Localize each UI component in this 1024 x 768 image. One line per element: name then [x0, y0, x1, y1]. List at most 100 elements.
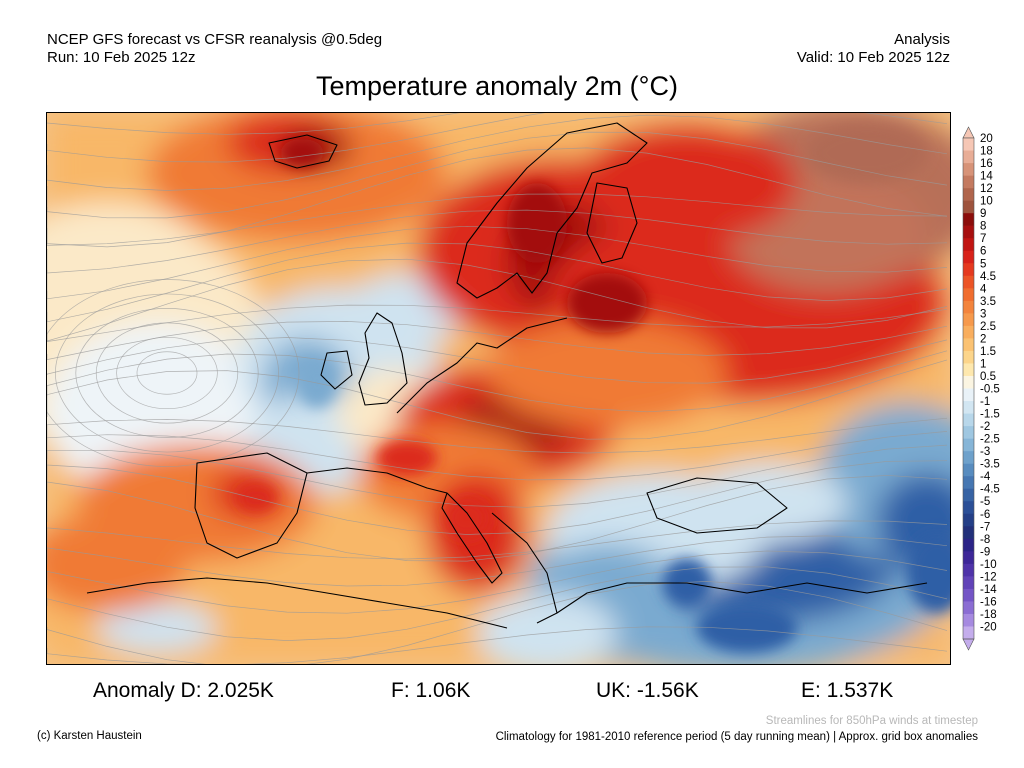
colorbar-swatch: [963, 538, 974, 552]
streamline-circulation: [116, 336, 218, 410]
colorbar-label: -1: [980, 396, 990, 408]
colorbar-label: 6: [980, 246, 986, 258]
colorbar-label: -4: [980, 471, 991, 483]
streamline: [47, 550, 948, 614]
streamline: [47, 417, 948, 454]
streamline: [47, 114, 948, 191]
colorbar-swatch: [963, 613, 974, 627]
colorbar-label: -14: [980, 584, 997, 596]
streamline: [47, 431, 948, 481]
colorbar-swatch: [963, 463, 974, 477]
colorbar-swatch: [963, 250, 974, 264]
streamline: [47, 581, 948, 664]
colorbar-swatch: [963, 363, 974, 377]
streamline: [47, 626, 948, 664]
colorbar-legend: 201816141210987654.543.532.521.510.5-0.5…: [962, 126, 1000, 651]
analysis-label: Analysis: [894, 31, 950, 48]
colorbar-swatch: [963, 438, 974, 452]
colorbar-swatch: [963, 225, 974, 239]
anomaly-detail: [567, 273, 647, 333]
colorbar-label: 1.5: [980, 346, 996, 358]
streamline: [47, 444, 948, 508]
coastline: [320, 350, 353, 390]
anomaly-france-stat: F: 1.06K: [391, 679, 471, 702]
colorbar-label: -6: [980, 509, 990, 521]
colorbar-label: 9: [980, 208, 986, 220]
colorbar-swatch: [963, 426, 974, 439]
colorbar-label: 20: [980, 133, 993, 145]
streamline: [47, 520, 948, 560]
streamline: [47, 113, 461, 135]
anomaly-region: [477, 593, 617, 664]
anomaly-detail: [807, 123, 927, 183]
colorbar-swatch: [963, 275, 974, 289]
streamline: [47, 225, 948, 300]
colorbar-label: 3.5: [980, 296, 996, 308]
colorbar-swatch: [963, 188, 974, 201]
coastline: [194, 452, 308, 559]
anomaly-region: [687, 463, 847, 543]
colorbar-swatch: [963, 300, 974, 314]
colorbar-label: -20: [980, 621, 997, 633]
coastlines-and-borders: [86, 122, 928, 629]
colorbar-swatch: [963, 288, 974, 302]
anomaly-detail: [445, 498, 489, 538]
colorbar-swatch: [963, 138, 974, 151]
valid-time-line: Valid: 10 Feb 2025 12z: [796, 49, 950, 66]
coastline: [646, 477, 788, 534]
colorbar-label: 12: [980, 183, 993, 195]
streamline-circulation: [95, 322, 239, 424]
colorbar-label: -1.5: [980, 409, 1000, 421]
copyright: (c) Karsten Haustein: [37, 730, 142, 742]
colorbar-label: 1: [980, 358, 986, 370]
anomaly-detail: [377, 440, 437, 476]
colorbar-swatch: [963, 401, 974, 414]
streamline: [47, 535, 948, 587]
climatology-note: Climatology for 1981-2010 reference peri…: [495, 731, 978, 743]
colorbar-swatch: [963, 551, 974, 565]
colorbar-swatch: [963, 175, 974, 189]
colorbar-swatch: [963, 513, 974, 527]
coastline: [86, 577, 508, 629]
anomaly-region: [97, 603, 217, 653]
coastline: [306, 467, 448, 494]
colorbar-label: 14: [980, 171, 993, 183]
anomaly-detail: [280, 139, 324, 167]
streamline-circulation: [75, 308, 259, 438]
anomaly-region: [487, 318, 727, 428]
streamline: [47, 460, 948, 535]
anomaly-detail: [697, 603, 797, 653]
anomaly-detail: [507, 183, 567, 263]
streamline: [47, 475, 948, 562]
colorbar-swatch: [963, 200, 974, 214]
streamline: [47, 131, 948, 219]
coastline: [586, 182, 638, 264]
colorbar-label: -2.5: [980, 434, 1000, 446]
anomaly-domain-stat: Anomaly D: 2.025K: [93, 679, 274, 702]
colorbar-swatch: [963, 238, 974, 252]
streamlines-850hpa: [47, 113, 948, 664]
streamline: [47, 566, 948, 641]
model-info-line: NCEP GFS forecast vs CFSR reanalysis @0.…: [47, 31, 383, 48]
anomaly-uk-stat: UK: -1.56K: [596, 679, 699, 702]
colorbar-label: 3: [980, 308, 986, 320]
colorbar-swatch: [963, 263, 974, 277]
colorbar-label: -8: [980, 534, 990, 546]
streamline: [47, 350, 948, 413]
streamline: [47, 209, 948, 274]
streamline: [47, 337, 948, 384]
coastline: [358, 312, 408, 406]
anomaly-region: [577, 123, 797, 243]
streamlines-note: Streamlines for 850hPa winds at timestep: [765, 715, 978, 727]
anomaly-detail: [907, 533, 950, 613]
colorbar-swatch: [963, 413, 974, 427]
colorbar-label: 18: [980, 146, 993, 158]
colorbar-swatch: [963, 576, 974, 590]
colorbar-swatch: [963, 451, 974, 464]
anomaly-detail: [237, 484, 277, 512]
colorbar-label: 2: [980, 333, 986, 345]
colorbar-swatch: [963, 476, 974, 489]
colorbar-swatch: [963, 350, 974, 364]
colorbar-label: -9: [980, 546, 990, 558]
streamline: [47, 304, 948, 342]
